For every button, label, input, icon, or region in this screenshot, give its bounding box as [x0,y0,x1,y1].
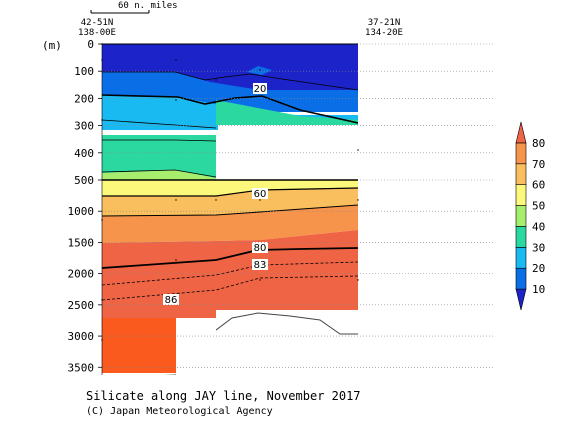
contour-10 [102,71,358,91]
colorbar-label-20: 20 [532,262,545,275]
contour-20 [102,94,358,124]
depth-tick-label-400: 400 [74,147,94,160]
colorbar-segment-8 [515,121,527,144]
contour-label-83: 83 [254,260,267,271]
colorbar-segment-0 [515,288,527,311]
depth-tick-label-2000: 2000 [68,268,95,281]
upper-panel: 20 [102,44,358,180]
lower-panel: 60 80 83 86 [102,180,358,375]
depth-tick-label-1000: 1000 [68,205,95,218]
colorbar-label-80: 80 [532,137,545,150]
station-col-2 [175,59,177,261]
below-bottom-left [176,318,216,375]
colorbar-segment-3 [515,226,527,248]
station-header: 60 n. miles 42-51N 138-00E 37-21N 134-20… [42,1,403,52]
start-station-lat: 42-51N [81,18,114,28]
lower-depth-axis: 1000 1500 2000 2500 3000 3500 [68,205,495,374]
contour-label-86: 86 [165,295,178,306]
contour-label-20: 20 [254,84,267,95]
depth-tick-label-0: 0 [87,38,94,51]
depth-tick-label-200: 200 [74,92,94,105]
colorbar-segment-4 [515,205,527,227]
station-col-5 [357,149,359,281]
contour-lower-2 [102,139,217,142]
colorbar-label-30: 30 [532,241,545,254]
colorbar-label-40: 40 [532,220,545,233]
station-col-4 [259,69,261,281]
band-80-86 [102,230,358,318]
depth-tick-label-500: 500 [74,174,94,187]
colorbar-segment-6 [515,163,527,185]
colorbar-label-50: 50 [532,200,545,213]
chart-credit: (C) Japan Meteorological Agency [86,406,273,417]
depth-tick-label-2500: 2500 [68,299,95,312]
scale-bar-label: 60 n. miles [118,1,178,11]
depth-tick-label-3500: 3500 [68,361,95,374]
band-86-plus [102,318,176,373]
depth-tick-label-3000: 3000 [68,330,95,343]
colorbar-label-70: 70 [532,158,545,171]
start-station-lon: 138-00E [78,28,116,38]
contour-70 [102,204,358,217]
contour-lower-1 [102,119,217,129]
depth-tick-label-300: 300 [74,120,94,133]
depth-tick-label-100: 100 [74,65,94,78]
colorbar-label-60: 60 [532,179,545,192]
upper-depth-axis: 0 100 200 300 400 500 [74,38,495,187]
station-col-3 [215,79,217,261]
contour-86 [102,275,358,301]
end-station-lon: 134-20E [365,28,403,38]
chart-title: Silicate along JAY line, November 2017 [86,389,361,403]
colorbar-segment-7 [515,142,527,165]
band-upper-right [216,100,358,125]
band-70-80 [102,205,358,243]
colorbar-segment-1 [515,267,527,290]
colorbar-segment-5 [515,184,527,206]
colorbar-label-10: 10 [532,283,545,296]
blob-10-20 [247,66,272,75]
depth-tick-label-1500: 1500 [68,236,95,249]
colorbar: 10 20 30 40 50 60 70 80 [515,121,545,311]
contour-83 [102,261,358,286]
colorbar-segment-2 [515,247,527,269]
contour-lower-3 [102,169,217,178]
y-axis-unit: (m) [42,39,62,52]
contour-label-60: 60 [254,189,267,200]
band-50-60 [102,180,358,196]
contour-label-80: 80 [254,243,267,254]
contour-60 [102,187,358,197]
end-station-lat: 37-21N [368,18,401,28]
band-60-70 [102,188,358,216]
